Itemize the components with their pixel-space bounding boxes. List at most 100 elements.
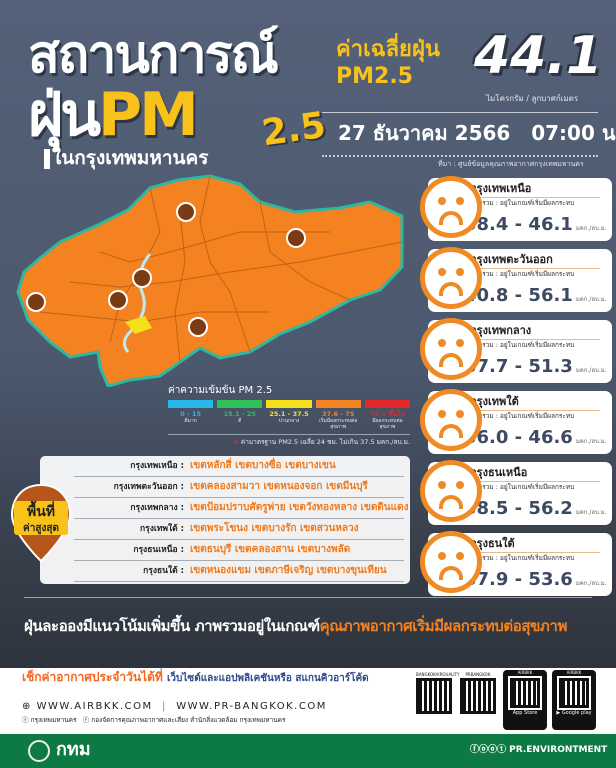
google-play-qr[interactable]: AIRBKK ▶ Google play: [552, 670, 596, 730]
zone-status: ภาพรวม : อยู่ในเกณฑ์เริ่มมีผลกระทบ: [470, 341, 575, 349]
zone-unit: มคก./ลบ.ม.: [575, 296, 607, 303]
title-pm: PM: [98, 80, 199, 150]
zone-range: 40.8 - 56.1 มคก./ลบ.ม.: [464, 285, 607, 306]
bangkok-map: [16, 174, 404, 387]
legend-label: ดี: [238, 418, 242, 424]
legend-level: 15.1 - 25 ดี: [217, 400, 263, 430]
zone-name: กรุงเทพตะวันออก: [470, 252, 600, 269]
summary-message: ฝุ่นละอองมีแนวโน้มเพิ่มขึ้น ภาพรวมอยู่ใน…: [24, 616, 567, 636]
average-unit: ไมโครกรัม / ลูกบาศก์เมตร: [486, 94, 579, 103]
title-line3: ในกรุงเทพมหานคร: [52, 147, 209, 169]
bma-logo: [28, 740, 50, 762]
sad-face-icon: [420, 389, 482, 451]
fb-page-2[interactable]: กองจัดการคุณภาพอากาศและเสียง สำนักสิ่งแว…: [91, 716, 286, 724]
pin-icon: [108, 290, 128, 310]
legend-swatch: [364, 400, 411, 408]
legend-label: ดีมาก: [184, 418, 197, 424]
zone-range: 37.7 - 51.3 มคก./ลบ.ม.: [464, 356, 607, 377]
legend-label: เริ่มมีผลกระทบต่อสุขภาพ: [319, 418, 358, 430]
pm-legend: ค่าความเข้มข้น PM 2.5 0 - 15 ดีมาก 15.1 - …: [168, 385, 411, 446]
link-airbkk[interactable]: WWW.AIRBKK.COM: [36, 701, 153, 712]
row-districts: เขตหนองแขม เขตภาษีเจริญ เขตบางขุนเทียน: [190, 565, 387, 576]
divider: [24, 597, 592, 598]
row-districts: เขตป้อมปราบศัตรูพ่าย เขตวังทองหลาง เขตดิ…: [190, 502, 409, 513]
time: 07:00 น.: [531, 121, 616, 145]
divider: [322, 112, 598, 113]
zone-range: 37.9 - 53.6 มคก./ลบ.ม.: [464, 569, 607, 590]
legend-range: 15.1 - 25: [223, 410, 256, 418]
pin-icon: [176, 202, 196, 222]
app-title: AIRBKK: [566, 670, 582, 675]
title-bar: [44, 149, 50, 169]
qr-bangkokairquality[interactable]: BANGKOKAIRQUALITY: [414, 672, 459, 716]
legend-range: 75.1 ขึ้นไป: [370, 410, 405, 418]
link-pr-bangkok[interactable]: WWW.PR-BANGKOK.COM: [176, 701, 327, 712]
check-highlight: เช็กค่าอากาศประจำวันได้ที่: [22, 670, 163, 684]
pin-icon: [26, 292, 46, 312]
highest-row: กรุงเทพใต้ : เขตพระโขนง เขตบางรัก เขตสวนห…: [74, 519, 404, 540]
zone-range: 38.4 - 46.1 มคก./ลบ.ม.: [464, 214, 607, 235]
check-rest: เว็บไซต์และแอปพลิเคชันหรือ สแกนคิวอาร์โค…: [167, 673, 369, 684]
legend-title: ค่าความเข้มข้น PM 2.5: [168, 385, 273, 396]
map-outline: [16, 174, 404, 387]
zone-status: ภาพรวม : อยู่ในเกณฑ์เริ่มมีผลกระทบ: [470, 270, 575, 278]
qr-prbangkok[interactable]: PRBANGKOK: [458, 672, 498, 716]
legend-swatch: [168, 400, 214, 408]
qr-code-icon: [458, 676, 498, 716]
zone-name: กรุงเทพใต้: [470, 394, 600, 411]
badge-line1: พื้นที่: [27, 500, 55, 520]
highest-row: กรุงเทพเหนือ : เขตหลักสี่ เขตบางซื่อ เขตบ…: [74, 456, 404, 477]
footer-bar: [0, 734, 616, 768]
row-zone: กรุงธนใต้ :: [143, 565, 184, 576]
row-districts: เขตคลองสามวา เขตหนองจอก เขตมีนบุรี: [190, 481, 368, 492]
legend-note: ★ ค่ามาตรฐาน PM2.5 เฉลี่ย 24 ชม. ไม่เกิน…: [168, 434, 410, 446]
zone-name: กรุงเทพเหนือ: [470, 181, 600, 198]
sad-face-icon: [420, 176, 482, 238]
pin-icon: [286, 228, 306, 248]
average-label: ค่าเฉลี่ยฝุ่น: [336, 37, 440, 62]
dotted-divider: [322, 155, 598, 157]
fb-page-1[interactable]: กรุงเทพมหานคร: [30, 716, 77, 724]
zone-name: กรุงเทพกลาง: [470, 323, 600, 340]
zone-status: ภาพรวม : อยู่ในเกณฑ์เริ่มมีผลกระทบ: [470, 554, 575, 562]
row-zone: กรุงเทพตะวันออก :: [113, 481, 184, 492]
qr-code-icon: [508, 676, 542, 710]
row-districts: เขตธนบุรี เขตคลองสาน เขตบางพลัด: [190, 544, 351, 555]
source: ที่มา : ศูนย์ข้อมูลคุณภาพอากาศกรุงเทพมหา…: [438, 160, 584, 168]
title-dust: ฝุ่น: [28, 80, 101, 150]
legend-level: 25.1 - 37.5 ปานกลาง: [266, 400, 312, 430]
row-zone: กรุงเทพเหนือ :: [130, 460, 184, 471]
legend-label: ปานกลาง: [278, 418, 300, 424]
sad-face-icon: [420, 531, 482, 593]
zone-status: ภาพรวม : อยู่ในเกณฑ์เริ่มมีผลกระทบ: [470, 483, 575, 491]
legend-swatch: [266, 400, 312, 408]
average-label-pm: PM2.5: [336, 64, 413, 89]
zone-unit: มคก./ลบ.ม.: [575, 438, 607, 445]
row-districts: เขตพระโขนง เขตบางรัก เขตสวนหลวง: [190, 523, 359, 534]
qr-label: PRBANGKOK: [465, 672, 491, 677]
highest-row: กรุงเทพกลาง : เขตป้อมปราบศัตรูพ่าย เขตวัง…: [74, 498, 408, 519]
datetime: 27 ธันวาคม 2566 07:00 น.: [338, 120, 616, 146]
badge-line2: ค่าสูงสุด: [23, 522, 59, 535]
social-handle: ⓕⓞⓞⓣ PR.ENVIRONTMENT: [470, 744, 607, 756]
row-districts: เขตหลักสี่ เขตบางซื่อ เขตบางเขน: [190, 460, 336, 471]
summary-text: ฝุ่นละอองมีแนวโน้มเพิ่มขึ้น ภาพรวมอยู่ใน…: [24, 617, 320, 635]
facebook-icon: ⓕ: [22, 716, 29, 724]
sad-face-icon: [420, 318, 482, 380]
yellow-district: [125, 316, 152, 334]
qr-code-icon: [414, 676, 454, 716]
legend-swatch: [315, 400, 361, 408]
highest-areas-table: กรุงเทพเหนือ : เขตหลักสี่ เขตบางซื่อ เขตบ…: [40, 456, 410, 584]
zone-range: 36.0 - 46.6 มคก./ลบ.ม.: [464, 427, 607, 448]
qr-code-icon: [557, 676, 591, 710]
district-borders: [39, 175, 403, 363]
app-store-qr[interactable]: AIRBKK App Store: [503, 670, 547, 730]
title-line2: ฝุ่นPM: [28, 84, 199, 146]
org-name: กทม: [56, 739, 91, 760]
date: 27 ธันวาคม 2566: [338, 121, 511, 145]
zone-status: ภาพรวม : อยู่ในเกณฑ์เริ่มมีผลกระทบ: [470, 412, 575, 420]
sad-face-icon: [420, 247, 482, 309]
highest-row: กรุงธนเหนือ : เขตธนบุรี เขตคลองสาน เขตบาง…: [74, 540, 404, 561]
average-value: 44.1: [474, 26, 603, 86]
legend-range: 25.1 - 37.5: [269, 410, 309, 418]
